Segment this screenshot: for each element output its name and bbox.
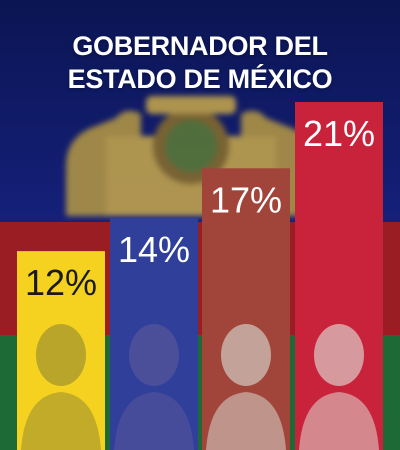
candidate-portrait-head bbox=[129, 324, 179, 386]
bar-group: 12% bbox=[17, 251, 105, 450]
candidate-portrait-body bbox=[206, 392, 286, 450]
bar-value-label: 17% bbox=[210, 179, 282, 220]
candidate-portrait-body bbox=[299, 392, 379, 450]
candidate-portrait-head bbox=[221, 324, 271, 386]
bar-value-label: 12% bbox=[25, 262, 97, 303]
state-emblem-icon bbox=[66, 96, 316, 216]
chart-title: GOBERNADOR DEL ESTADO DE MÉXICO bbox=[0, 30, 400, 96]
candidate-portrait-body bbox=[21, 392, 101, 450]
bar-group: 14% bbox=[110, 218, 198, 450]
title-line-1: GOBERNADOR DEL bbox=[72, 31, 328, 61]
bar-value-label: 21% bbox=[303, 113, 375, 154]
bar-group: 17% bbox=[202, 168, 290, 450]
candidate-portrait-body bbox=[114, 392, 194, 450]
candidate-portrait-head bbox=[36, 324, 86, 386]
bar-value-label: 14% bbox=[118, 229, 190, 270]
candidate-portrait-head bbox=[314, 324, 364, 386]
bar-group: 21% bbox=[295, 102, 383, 450]
title-line-2: ESTADO DE MÉXICO bbox=[67, 64, 333, 94]
